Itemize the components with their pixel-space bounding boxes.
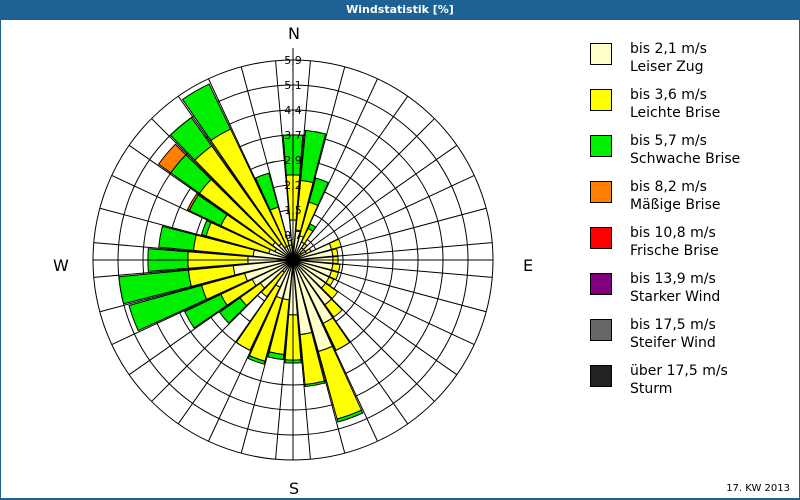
period-label: 17. KW 2013 <box>726 483 790 494</box>
ring-label: 2,2 <box>284 179 302 192</box>
rose-segment <box>328 238 342 250</box>
rose-segment <box>300 243 308 251</box>
legend-swatch <box>590 43 612 65</box>
rose-segment <box>304 380 326 388</box>
ring-label: 5,9 <box>284 54 302 67</box>
rose-segment <box>300 129 327 184</box>
legend-name: Sturm <box>630 381 673 397</box>
legend-name: Mäßige Brise <box>630 197 721 213</box>
rose-segment <box>320 282 339 300</box>
ring-label: 1,5 <box>284 204 302 217</box>
rose-segment <box>260 269 286 298</box>
legend: bis 2,1 m/s Leiser Zug bis 3,6 m/s Leichte… <box>590 40 790 408</box>
rose-segment <box>184 293 228 329</box>
legend-range: bis 8,2 m/s <box>630 179 707 195</box>
rose-segment <box>181 83 232 142</box>
ring-label: 4,4 <box>284 104 302 117</box>
rose-segment <box>331 248 339 257</box>
ring-label: 3,7 <box>284 129 302 142</box>
bottom-border <box>0 498 800 500</box>
legend-name: Steifer Wind <box>630 335 716 351</box>
rose-segment <box>247 354 266 365</box>
grid-spoke <box>292 118 435 261</box>
rose-segment <box>307 223 317 232</box>
direction-label-west: W <box>53 256 69 275</box>
legend-name: Leiser Zug <box>630 59 704 75</box>
rose-segment <box>325 276 335 287</box>
legend-range: bis 13,9 m/s <box>630 271 716 287</box>
legend-item-frische-brise: bis 10,8 m/s Frische Brise <box>590 224 790 270</box>
rose-segment <box>328 270 340 281</box>
legend-name: Starker Wind <box>630 289 721 305</box>
rose-segment <box>200 219 212 237</box>
legend-item-sturm: über 17,5 m/s Sturm <box>590 362 790 408</box>
legend-item-steifer-wind: bis 17,5 m/s Steifer Wind <box>590 316 790 362</box>
direction-label-north: N <box>288 24 300 43</box>
legend-swatch <box>590 181 612 203</box>
legend-swatch <box>590 227 612 249</box>
rose-segment <box>254 172 279 211</box>
rose-segment <box>158 225 197 251</box>
rose-segment <box>218 297 248 324</box>
legend-item-maessige-brise: bis 8,2 m/s Mäßige Brise <box>590 178 790 224</box>
direction-label-east: E <box>523 256 534 275</box>
rose-segment <box>235 284 281 351</box>
rose-segment <box>128 284 208 332</box>
legend-range: bis 3,6 m/s <box>630 87 707 103</box>
legend-range: bis 5,7 m/s <box>630 133 707 149</box>
legend-swatch <box>590 319 612 341</box>
rose-segment <box>331 263 341 273</box>
rose-segment <box>287 239 293 247</box>
rose-segment <box>336 409 364 423</box>
legend-item-leichte-brise: bis 3,6 m/s Leichte Brise <box>590 86 790 132</box>
chart-title: Windstatistik [%] <box>0 0 800 20</box>
rose-segment <box>324 298 343 318</box>
rose-segment <box>157 143 187 174</box>
rose-segment <box>267 351 285 361</box>
legend-swatch <box>590 135 612 157</box>
rose-segment <box>118 269 192 305</box>
legend-swatch <box>590 89 612 111</box>
legend-name: Leichte Brise <box>630 105 721 121</box>
ring-label: 5,1 <box>284 79 302 92</box>
rose-segment <box>169 116 213 161</box>
legend-range: bis 2,1 m/s <box>630 41 707 57</box>
legend-swatch <box>590 365 612 387</box>
legend-item-starker-wind: bis 13,9 m/s Starker Wind <box>590 270 790 316</box>
rose-segment <box>186 193 199 212</box>
direction-label-south: S <box>289 479 300 498</box>
legend-range: bis 17,5 m/s <box>630 317 716 333</box>
chart-area: 0,7 1,5 2,2 2,9 3,7 4,4 5,1 5,9 N E S W <box>0 20 800 498</box>
rose-segment <box>322 317 351 351</box>
legend-swatch <box>590 273 612 295</box>
legend-range: über 17,5 m/s <box>630 363 728 379</box>
ring-label: 2,9 <box>284 154 302 167</box>
wind-rose-chart: 0,7 1,5 2,2 2,9 3,7 4,4 5,1 5,9 <box>92 48 494 461</box>
legend-name: Frische Brise <box>630 243 719 259</box>
grid-spoke <box>292 144 458 261</box>
ring-label: 0,7 <box>284 229 302 242</box>
legend-item-schwache-brise: bis 5,7 m/s Schwache Brise <box>590 132 790 178</box>
rose-segment <box>308 177 329 207</box>
legend-item-leiser-zug: bis 2,1 m/s Leiser Zug <box>590 40 790 86</box>
legend-name: Schwache Brise <box>630 151 741 167</box>
legend-range: bis 10,8 m/s <box>630 225 716 241</box>
